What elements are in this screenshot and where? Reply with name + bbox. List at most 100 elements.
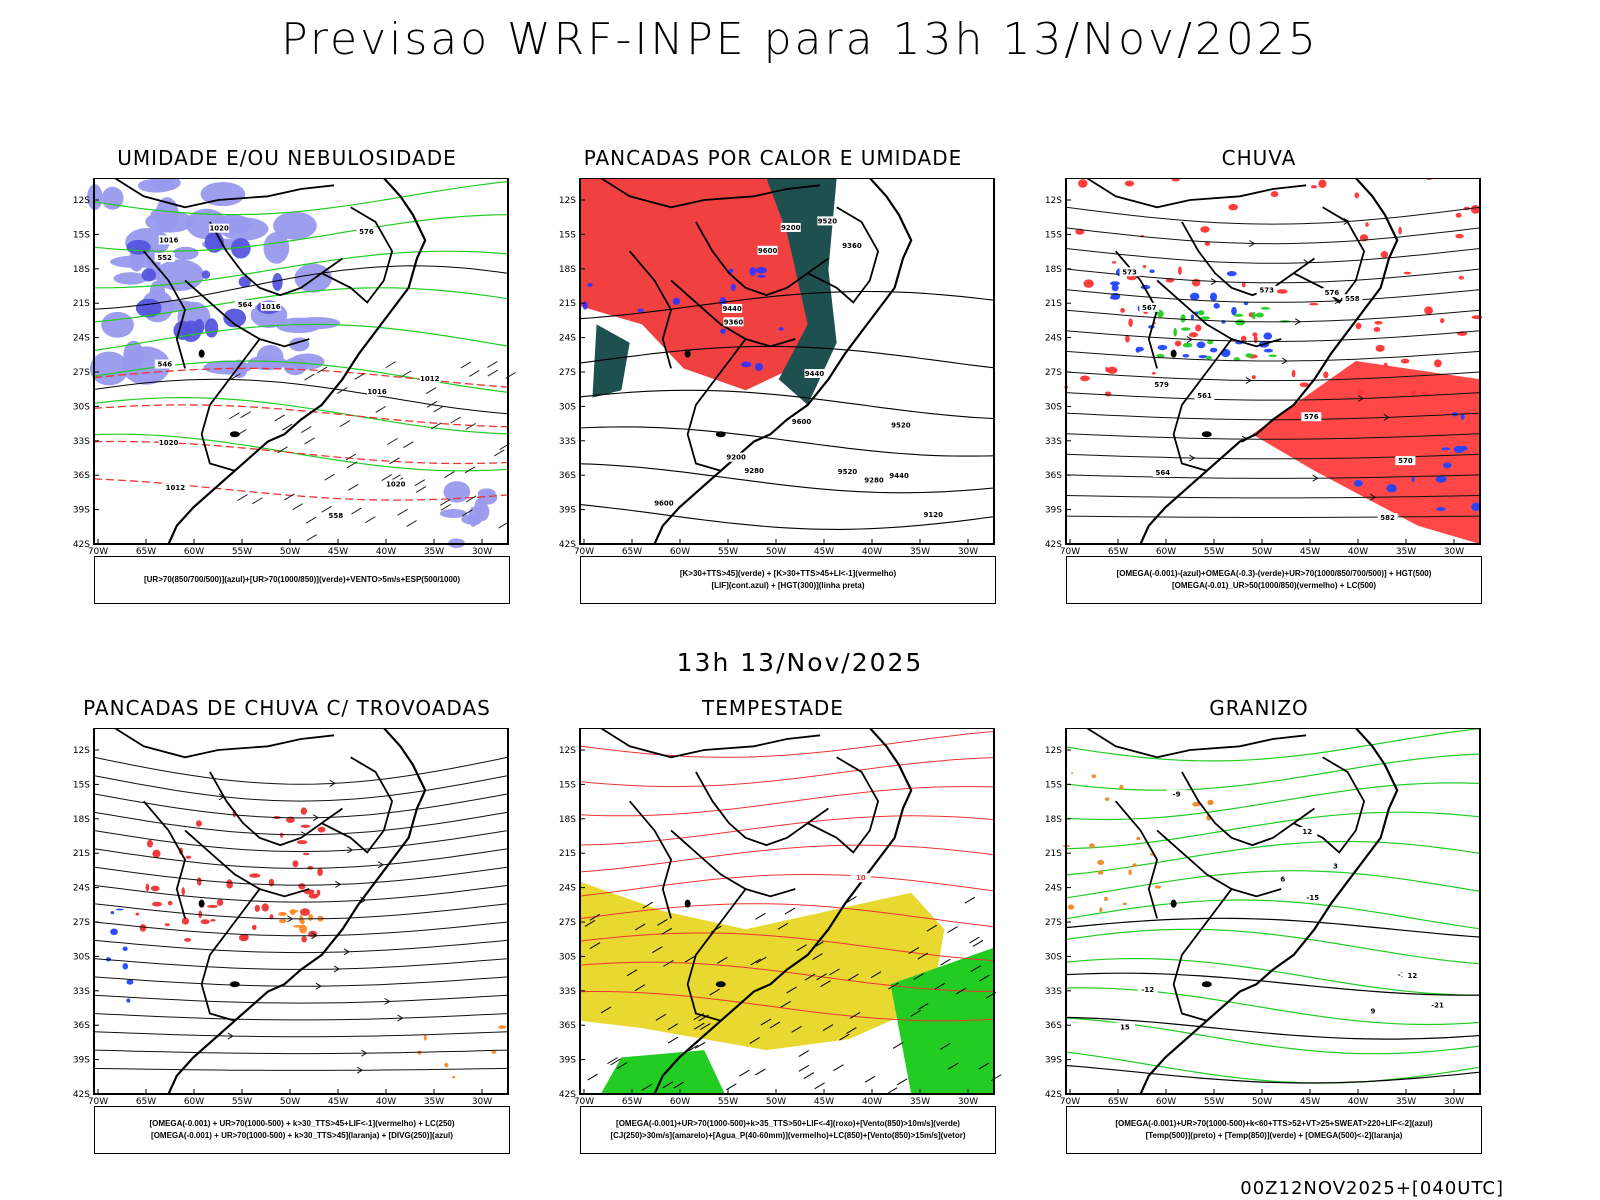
contour-label: 9520: [818, 217, 838, 225]
omega-500-area: [1091, 774, 1097, 779]
contour-label-bg: [1301, 412, 1322, 422]
page-title: Previsao WRF-INPE para 13h 13/Nov/2025: [281, 14, 1319, 65]
wind-vector: [274, 414, 285, 422]
panel-tempestade: TEMPESTADE 10 12S 15S 18S 21S 24S 27S 30S 33S 36S…: [538, 696, 1008, 1176]
contour-label-bg: [653, 498, 674, 508]
wind-vector: [812, 953, 823, 960]
lon-tick-label: 60W: [670, 547, 690, 557]
lat-tick-label: 24S: [559, 334, 576, 344]
wind-vector: [306, 534, 318, 541]
contour-label-bg: [1151, 380, 1172, 390]
lat-tick-label: 30S: [559, 952, 576, 962]
convective-area: [423, 1034, 427, 1041]
omega-500-area: [1104, 797, 1110, 801]
wind-vector: [616, 1062, 628, 1070]
country-border: [695, 221, 829, 297]
contour-label: 564: [238, 301, 253, 309]
temp-850-contour: [1065, 753, 1481, 791]
lat-tick-label: 15S: [1045, 230, 1062, 240]
wind-vector: [816, 973, 827, 981]
wind-vector: [304, 437, 315, 445]
wind-vector: [688, 1044, 699, 1052]
contour-label: 9600: [792, 418, 812, 426]
contour-label: 576: [1325, 289, 1340, 297]
lat-tick-label: 18S: [73, 265, 90, 275]
rain-omega-area: [1104, 391, 1112, 397]
thunderstorm-area: [299, 908, 311, 916]
contour-label: 570: [1398, 457, 1413, 465]
lon-tick-label: 50W: [766, 547, 786, 557]
rain-omega-area: [1251, 375, 1256, 380]
lat-tick-label: 24S: [559, 884, 576, 894]
streamline-arrow: [329, 779, 336, 787]
wind-vector: [642, 901, 653, 909]
lake: [1170, 899, 1177, 908]
streamline: [1065, 206, 1481, 225]
lon-tick-label: 30W: [958, 547, 978, 557]
lake: [198, 899, 205, 908]
wind-vector: [726, 1083, 737, 1091]
rain-omega-area: [1424, 306, 1433, 315]
wind-vector: [607, 1057, 618, 1065]
omega-weak-area: [1411, 476, 1415, 483]
streamline-arrow: [312, 814, 320, 822]
thunderstorm-area: [317, 826, 326, 833]
wind-vector: [786, 986, 797, 994]
lon-tick-label: 70W: [574, 547, 594, 557]
country-border: [200, 338, 261, 472]
humidity-area-dense: [272, 272, 283, 291]
humidity-area-dense: [126, 239, 151, 255]
rain-omega-area: [1365, 222, 1369, 227]
panel-granizo: GRANIZO -12-15-18-21129631215-912S15S18S…: [1024, 696, 1494, 1176]
jet-stream-area: [580, 881, 945, 1051]
thunderstorm-area: [210, 918, 216, 922]
omega-500-area: [1192, 801, 1201, 807]
lon-tick-label: 50W: [766, 1097, 786, 1107]
rain-omega-area: [1128, 318, 1133, 327]
wind-vector: [755, 1068, 766, 1076]
wind-vector: [354, 372, 366, 380]
lat-tick-label: 21S: [73, 299, 90, 309]
height-contour: [579, 345, 995, 369]
omega-500-area: [1122, 902, 1128, 906]
divergence-area: [126, 998, 131, 1003]
wind-vector: [755, 912, 766, 920]
streamline-arrow: [343, 948, 350, 956]
contour-label-bg: [744, 466, 765, 476]
lat-tick-label: 42S: [1045, 1090, 1062, 1100]
lifted-index-contour: [749, 267, 757, 276]
streamline: [1065, 227, 1481, 245]
contour-label: 9280: [744, 467, 764, 475]
wind-vector: [469, 370, 480, 377]
wind-vector: [252, 497, 263, 505]
panel-title: PANCADAS DE CHUVA C/ TROVOADAS: [83, 696, 491, 720]
wind-vector: [414, 479, 426, 487]
streamline: [1065, 309, 1481, 323]
thunderstorm-area: [181, 887, 186, 896]
contour-label-bg: [817, 216, 838, 226]
lat-tick-label: 42S: [73, 540, 90, 550]
temp-500-contour: [1065, 917, 1481, 938]
contour-label: 9440: [889, 472, 909, 480]
thunderstorm-area: [164, 923, 170, 927]
country-border: [628, 800, 673, 919]
contour-label: 9600: [758, 247, 778, 255]
omega-strong-area: [1255, 312, 1264, 318]
contour-label: 573: [1122, 268, 1137, 276]
omega-strong-area: [1181, 327, 1191, 331]
wind-vector: [304, 373, 315, 381]
wind-vector: [498, 521, 509, 529]
lon-tick-label: 50W: [280, 547, 300, 557]
lon-tick-label: 30W: [1444, 1097, 1464, 1107]
divergence-area: [122, 963, 129, 970]
wind-vector: [896, 1078, 908, 1086]
country-border: [142, 800, 187, 919]
wind-vector: [913, 973, 924, 980]
contour-label-bg: [863, 475, 884, 485]
contour-label: 9520: [838, 468, 858, 476]
wind-vector: [970, 965, 981, 973]
panel-legend: [OMEGA(-0.001) + UR>70(1000-500) + k>30_…: [94, 1106, 510, 1154]
thunderstorm-area: [206, 904, 219, 908]
wind-vector: [464, 466, 476, 474]
